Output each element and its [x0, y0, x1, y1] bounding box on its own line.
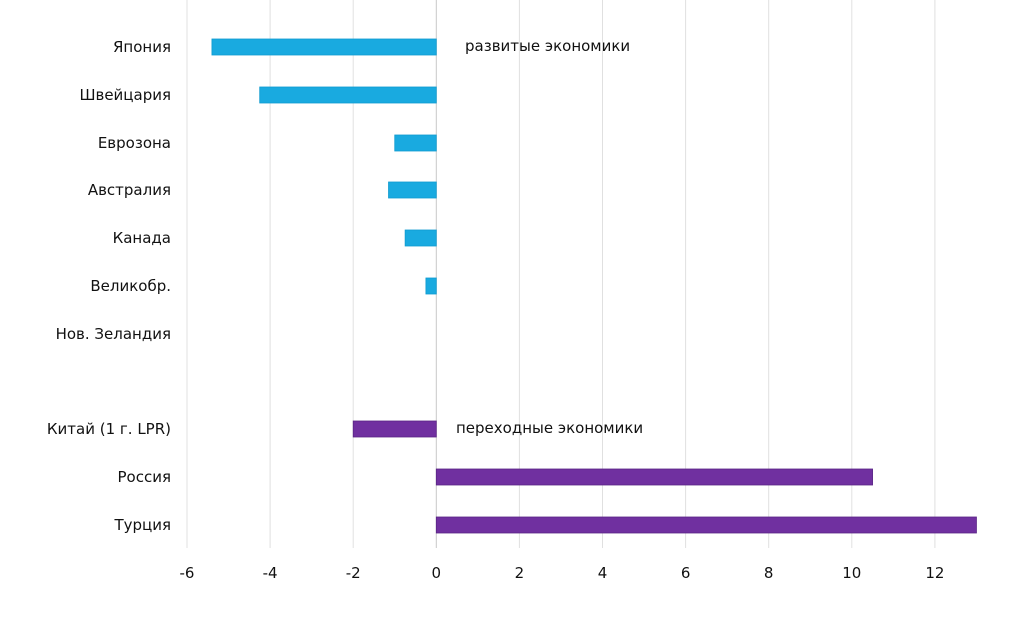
group-labels: развитые экономики переходные экономики	[456, 37, 643, 437]
x-tick-label: 6	[681, 564, 691, 582]
category-label: Австралия	[88, 181, 171, 199]
category-label: Нов. Зеландия	[56, 325, 171, 343]
category-label: Китай (1 г. LPR)	[47, 420, 171, 438]
bar	[259, 86, 437, 104]
bar	[404, 229, 437, 247]
bar	[211, 38, 437, 56]
bar	[388, 181, 437, 199]
x-tick-label: -2	[346, 564, 361, 582]
gridlines	[186, 0, 936, 548]
group-label: развитые экономики	[465, 37, 630, 55]
x-tick-label: 2	[515, 564, 525, 582]
category-label: Турция	[113, 516, 171, 534]
x-tick-labels: -6 -4 -2 0 2 4 6 8 10 12	[180, 564, 945, 582]
x-tick-label: 10	[842, 564, 861, 582]
bar	[352, 420, 437, 438]
bars	[211, 38, 977, 534]
x-tick-label: -4	[263, 564, 278, 582]
category-label: Россия	[118, 468, 172, 486]
x-tick-label: 12	[925, 564, 944, 582]
bar	[435, 516, 977, 534]
bar	[394, 134, 437, 152]
category-label: Великобр.	[90, 277, 171, 295]
x-tick-label: 0	[432, 564, 442, 582]
bar	[435, 468, 873, 486]
bar	[425, 277, 437, 295]
category-label: Еврозона	[98, 134, 171, 152]
category-label: Канада	[113, 229, 171, 247]
category-label: Япония	[113, 38, 171, 56]
x-tick-label: 8	[764, 564, 774, 582]
x-tick-label: 4	[598, 564, 608, 582]
category-label: Швейцария	[79, 86, 171, 104]
category-labels: Япония Швейцария Еврозона Австралия Канада Ве…	[47, 38, 171, 534]
group-label: переходные экономики	[456, 419, 643, 437]
x-tick-label: -6	[180, 564, 195, 582]
